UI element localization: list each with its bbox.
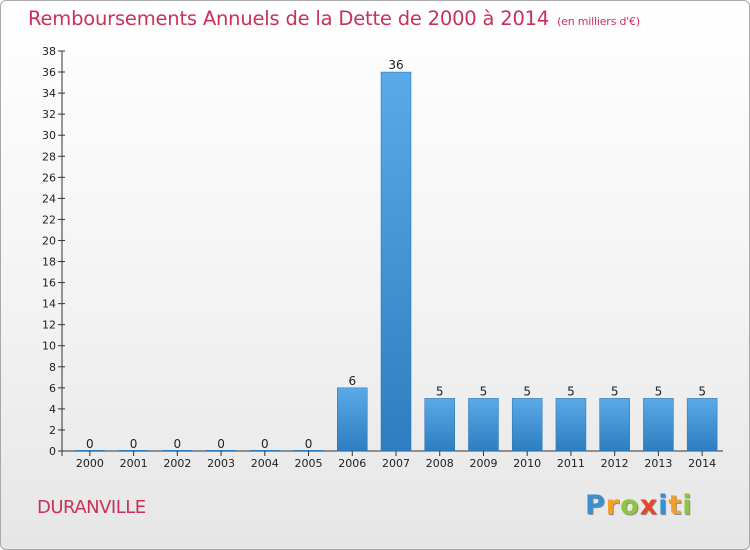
bar: [468, 398, 499, 452]
bar: [599, 398, 630, 452]
logo-letter: x: [639, 490, 659, 521]
x-tick-label: 2008: [426, 457, 454, 470]
data-label: 5: [698, 384, 706, 398]
data-label: 5: [567, 384, 575, 398]
y-tick-label: 32: [42, 108, 56, 121]
bar: [424, 398, 455, 452]
x-tick-label: 2004: [251, 457, 279, 470]
data-label: 0: [261, 437, 269, 451]
bar: [293, 450, 324, 451]
data-label: 0: [305, 437, 313, 451]
bar: [511, 398, 543, 452]
bar: [249, 450, 280, 451]
y-tick-label: 28: [42, 150, 56, 163]
logo-letter: o: [620, 490, 640, 521]
y-tick-label: 2: [49, 424, 56, 437]
proxiti-logo[interactable]: Proxiti: [585, 490, 693, 521]
y-tick-label: 0: [49, 445, 56, 458]
x-tick-label: 2003: [207, 457, 235, 470]
x-tick-label: 2010: [513, 457, 541, 470]
bar: [162, 450, 193, 451]
bar: [686, 398, 718, 452]
x-tick-label: 2009: [469, 457, 497, 470]
data-label: 5: [436, 384, 444, 398]
bars: [74, 71, 718, 452]
x-tick-label: 2012: [601, 457, 629, 470]
y-tick-label: 18: [42, 256, 56, 269]
data-label: 5: [655, 384, 663, 398]
y-tick-label: 22: [42, 213, 56, 226]
y-tick-label: 16: [42, 277, 56, 290]
x-tick-label: 2013: [644, 457, 672, 470]
bar: [555, 398, 587, 452]
y-tick-label: 8: [49, 361, 56, 374]
data-label: 5: [523, 384, 531, 398]
bar: [206, 450, 237, 451]
bar: [643, 398, 674, 452]
logo-letter: P: [585, 490, 606, 521]
y-tick-label: 4: [49, 403, 56, 416]
bar: [118, 450, 149, 451]
bar: [74, 450, 105, 451]
logo-letter: t: [668, 490, 683, 521]
y-tick-label: 38: [42, 45, 56, 58]
x-tick-label: 2011: [557, 457, 585, 470]
y-tick-label: 26: [42, 171, 56, 184]
chart-title: Remboursements Annuels de la Dette de 20…: [28, 7, 640, 30]
x-tick-label: 2006: [338, 457, 366, 470]
y-tick-label: 14: [42, 298, 56, 311]
y-tick-label: 20: [42, 234, 56, 247]
y-tick-label: 12: [42, 319, 56, 332]
x-tick-label: 2002: [163, 457, 191, 470]
data-label: 0: [130, 437, 138, 451]
x-tick-label: 2007: [382, 457, 410, 470]
data-label: 5: [611, 384, 619, 398]
bar: [337, 387, 368, 452]
data-label: 6: [348, 374, 356, 388]
data-label: 5: [480, 384, 488, 398]
data-label: 36: [388, 58, 403, 72]
chart-title-text: Remboursements Annuels de la Dette de 20…: [28, 7, 550, 30]
x-tick-label: 2005: [295, 457, 323, 470]
y-tick-label: 24: [42, 192, 56, 205]
data-label: 0: [86, 437, 94, 451]
x-tick-label: 2014: [688, 457, 716, 470]
commune-name: DURANVILLE: [37, 497, 146, 518]
logo-letter: i: [682, 490, 693, 521]
data-label: 0: [217, 437, 225, 451]
y-tick-label: 34: [42, 87, 56, 100]
x-tick-label: 2000: [76, 457, 104, 470]
y-tick-label: 36: [42, 66, 56, 79]
bar: [380, 71, 412, 452]
y-tick-label: 6: [49, 382, 56, 395]
data-label: 0: [174, 437, 182, 451]
y-tick-label: 10: [42, 340, 56, 353]
labels: 0 2000 0 2001 0 2002 0 2003 0 2004 0 2005 6 2006 36 200…: [76, 58, 716, 470]
x-tick-label: 2001: [120, 457, 148, 470]
y-tick-label: 30: [42, 129, 56, 142]
chart-subtitle: (en milliers d'€): [557, 15, 640, 28]
logo-letter: i: [658, 490, 669, 521]
logo-letter: r: [605, 490, 621, 521]
